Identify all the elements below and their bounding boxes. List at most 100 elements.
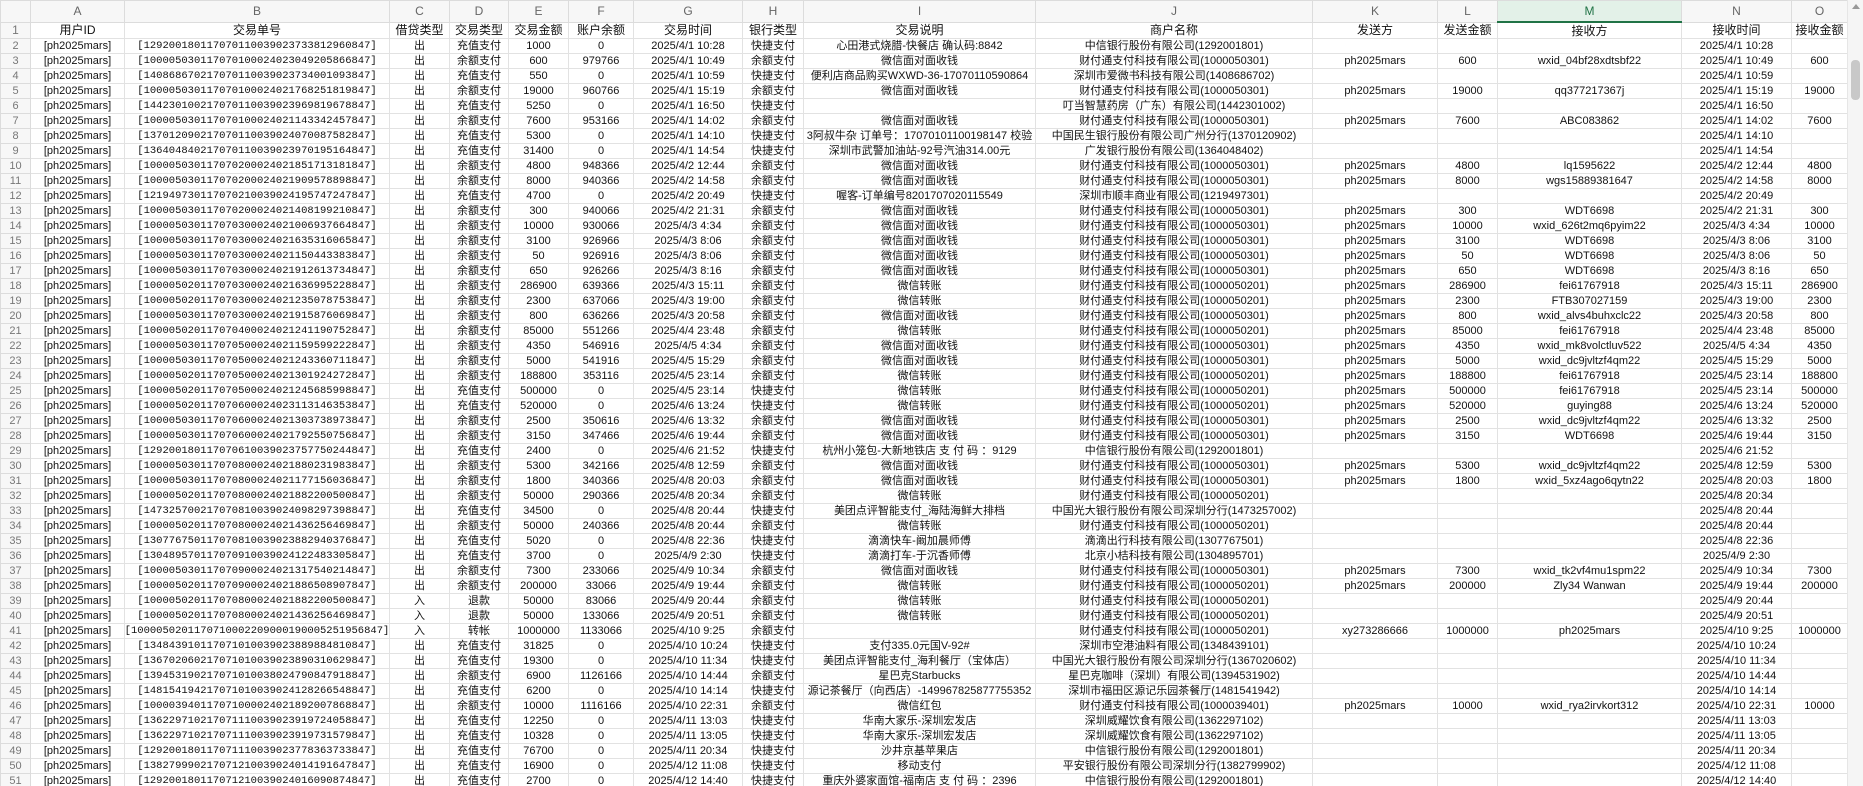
cell-e25[interactable]: 500000 [508,383,569,399]
cell-l16[interactable]: 50 [1437,248,1498,264]
row-number[interactable]: 18 [0,278,31,294]
cell-c44[interactable]: 出 [389,668,450,684]
cell-i35[interactable]: 滴滴快车-阚加晨师傅 [803,533,1036,549]
cell-j2[interactable]: 中信银行股份有限公司(1292001801) [1035,38,1313,54]
cell-j4[interactable]: 深圳市爱微书科技有限公司(1408686702) [1035,68,1313,84]
row-number[interactable]: 46 [0,698,31,714]
cell-g37[interactable]: 2025/4/9 10:34 [633,563,743,579]
cell-j42[interactable]: 深圳市空港油料有限公司(1348439101) [1035,638,1313,654]
cell-h22[interactable]: 余额支付 [742,338,804,354]
cell-l4[interactable] [1437,68,1498,84]
cell-o6[interactable] [1791,98,1847,114]
row-number[interactable]: 1 [0,21,31,39]
cell-g9[interactable]: 2025/4/1 14:54 [633,143,743,159]
cell-j32[interactable]: 财付通支付科技有限公司(1000050201) [1035,488,1313,504]
cell-m13[interactable]: WDT6698 [1497,203,1682,219]
cell-o28[interactable]: 3150 [1791,428,1847,444]
cell-e34[interactable]: 50000 [508,518,569,534]
cell-e5[interactable]: 19000 [508,83,569,99]
row-number[interactable]: 44 [0,668,31,684]
cell-l26[interactable]: 520000 [1437,398,1498,414]
cell-h44[interactable]: 余额支付 [742,668,804,684]
cell-l34[interactable] [1437,518,1498,534]
cell-c36[interactable]: 出 [389,548,450,564]
column-header-d[interactable]: D [449,0,509,23]
cell-c3[interactable]: 出 [389,53,450,69]
cell-f41[interactable]: 1133066 [568,623,634,639]
cell-h48[interactable]: 快捷支付 [742,728,804,744]
cell-a27[interactable]: [ph2025mars] [30,413,125,429]
cell-j49[interactable]: 中信银行股份有限公司(1292001801) [1035,743,1313,759]
cell-k18[interactable]: ph2025mars [1312,278,1438,294]
cell-k23[interactable]: ph2025mars [1312,353,1438,369]
cell-i47[interactable]: 华南大家乐-深圳宏发店 [803,713,1036,729]
cell-b46[interactable]: [100003940117071000024021892007868847] [124,698,390,714]
cell-i14[interactable]: 微信面对面收钱 [803,218,1036,234]
cell-i12[interactable]: 喔客-订单编号8201707020115549 [803,188,1036,204]
cell-k12[interactable] [1312,188,1438,204]
cell-c42[interactable]: 出 [389,638,450,654]
cell-h20[interactable]: 余额支付 [742,308,804,324]
cell-o38[interactable]: 200000 [1791,578,1847,594]
cell-b39[interactable]: [100005020117070800024021882200500847] [124,593,390,609]
row-number[interactable]: 41 [0,623,31,639]
column-header-b[interactable]: B [124,0,390,23]
cell-j44[interactable]: 星巴克咖啡（深圳）有限公司(1394531902) [1035,668,1313,684]
cell-c30[interactable]: 出 [389,458,450,474]
cell-c47[interactable]: 出 [389,713,450,729]
cell-i33[interactable]: 美团点评智能支付_海陆海鲜大排档 [803,503,1036,519]
cell-k37[interactable]: ph2025mars [1312,563,1438,579]
cell-o20[interactable]: 800 [1791,308,1847,324]
cell-i21[interactable]: 微信转账 [803,323,1036,339]
cell-l3[interactable]: 600 [1437,53,1498,69]
cell-f36[interactable]: 0 [568,548,634,564]
cell-h38[interactable]: 余额支付 [742,578,804,594]
cell-n44[interactable]: 2025/4/10 14:44 [1681,668,1792,684]
cell-j18[interactable]: 财付通支付科技有限公司(1000050201) [1035,278,1313,294]
cell-o32[interactable] [1791,488,1847,504]
cell-b45[interactable]: [148154194217071010039024128266548847] [124,683,390,699]
cell-f42[interactable]: 0 [568,638,634,654]
cell-o8[interactable] [1791,128,1847,144]
cell-o36[interactable] [1791,548,1847,564]
cell-k41[interactable]: xy273286666 [1312,623,1438,639]
cell-h40[interactable]: 余额支付 [742,608,804,624]
cell-h39[interactable]: 余额支付 [742,593,804,609]
cell-k7[interactable]: ph2025mars [1312,113,1438,129]
cell-i29[interactable]: 杭州小笼包-大新地铁店 支 付 码 ：9129 [803,443,1036,459]
cell-a6[interactable]: [ph2025mars] [30,98,125,114]
cell-f47[interactable]: 0 [568,713,634,729]
cell-a13[interactable]: [ph2025mars] [30,203,125,219]
cell-l43[interactable] [1437,653,1498,669]
cell-j35[interactable]: 滴滴出行科技有限公司(1307767501) [1035,533,1313,549]
cell-k42[interactable] [1312,638,1438,654]
cell-m6[interactable] [1497,98,1682,114]
cell-c22[interactable]: 出 [389,338,450,354]
cell-c12[interactable]: 出 [389,188,450,204]
row-number[interactable]: 28 [0,428,31,444]
cell-g41[interactable]: 2025/4/10 9:25 [633,623,743,639]
cell-m44[interactable] [1497,668,1682,684]
cell-e32[interactable]: 50000 [508,488,569,504]
cell-b41[interactable]: [100005020117071000220900019000525195684… [124,623,390,639]
cell-l41[interactable]: 1000000 [1437,623,1498,639]
cell-a39[interactable]: [ph2025mars] [30,593,125,609]
cell-f30[interactable]: 342166 [568,458,634,474]
cell-j25[interactable]: 财付通支付科技有限公司(1000050201) [1035,383,1313,399]
cell-n10[interactable]: 2025/4/2 12:44 [1681,158,1792,174]
cell-h47[interactable]: 快捷支付 [742,713,804,729]
cell-e39[interactable]: 50000 [508,593,569,609]
cell-h50[interactable]: 快捷支付 [742,758,804,774]
cell-j19[interactable]: 财付通支付科技有限公司(1000050201) [1035,293,1313,309]
cell-d27[interactable]: 余额支付 [449,413,509,429]
cell-d41[interactable]: 转帐 [449,623,509,639]
cell-l44[interactable] [1437,668,1498,684]
cell-m28[interactable]: WDT6698 [1497,428,1682,444]
cell-m36[interactable] [1497,548,1682,564]
cell-k22[interactable]: ph2025mars [1312,338,1438,354]
cell-f37[interactable]: 233066 [568,563,634,579]
cell-e16[interactable]: 50 [508,248,569,264]
cell-l40[interactable] [1437,608,1498,624]
cell-d7[interactable]: 余额支付 [449,113,509,129]
cell-l36[interactable] [1437,548,1498,564]
